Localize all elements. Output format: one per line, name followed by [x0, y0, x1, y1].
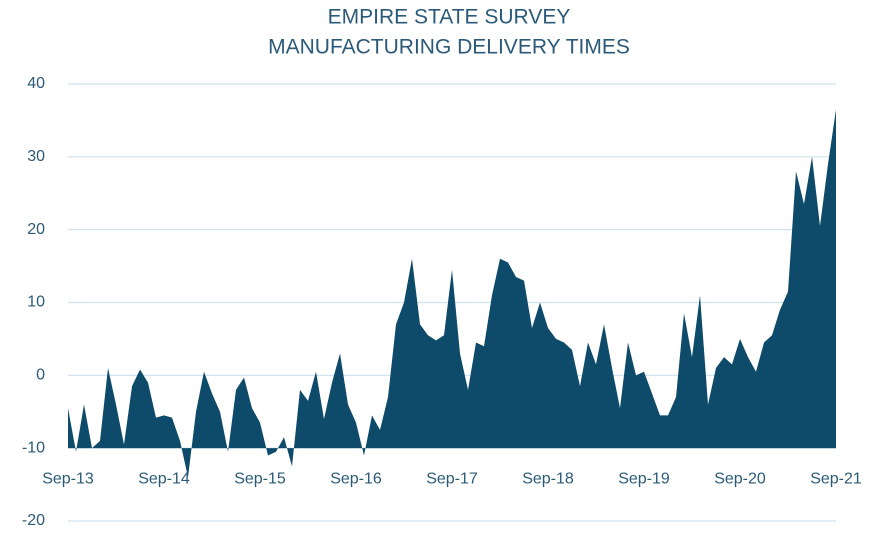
- y-tick-label: 0: [36, 367, 45, 384]
- x-tick-label: Sep-21: [810, 470, 862, 487]
- y-tick-label: 20: [27, 221, 45, 238]
- x-tick-label: Sep-14: [138, 470, 190, 487]
- y-tick-label: 30: [27, 148, 45, 165]
- y-tick-label: -10: [22, 439, 45, 456]
- x-tick-label: Sep-18: [522, 470, 574, 487]
- area: [68, 109, 836, 478]
- y-tick-label: 10: [27, 294, 45, 311]
- x-tick-label: Sep-20: [714, 470, 766, 487]
- x-tick-label: Sep-17: [426, 470, 478, 487]
- y-tick-label: -20: [22, 512, 45, 529]
- chart-title: MANUFACTURING DELIVERY TIMES: [268, 36, 630, 59]
- x-tick-label: Sep-15: [234, 470, 286, 487]
- y-tick-label: 40: [27, 75, 45, 92]
- x-tick-label: Sep-13: [42, 470, 94, 487]
- x-tick-label: Sep-19: [618, 470, 670, 487]
- chart-title: EMPIRE STATE SURVEY: [328, 6, 571, 29]
- x-tick-label: Sep-16: [330, 470, 382, 487]
